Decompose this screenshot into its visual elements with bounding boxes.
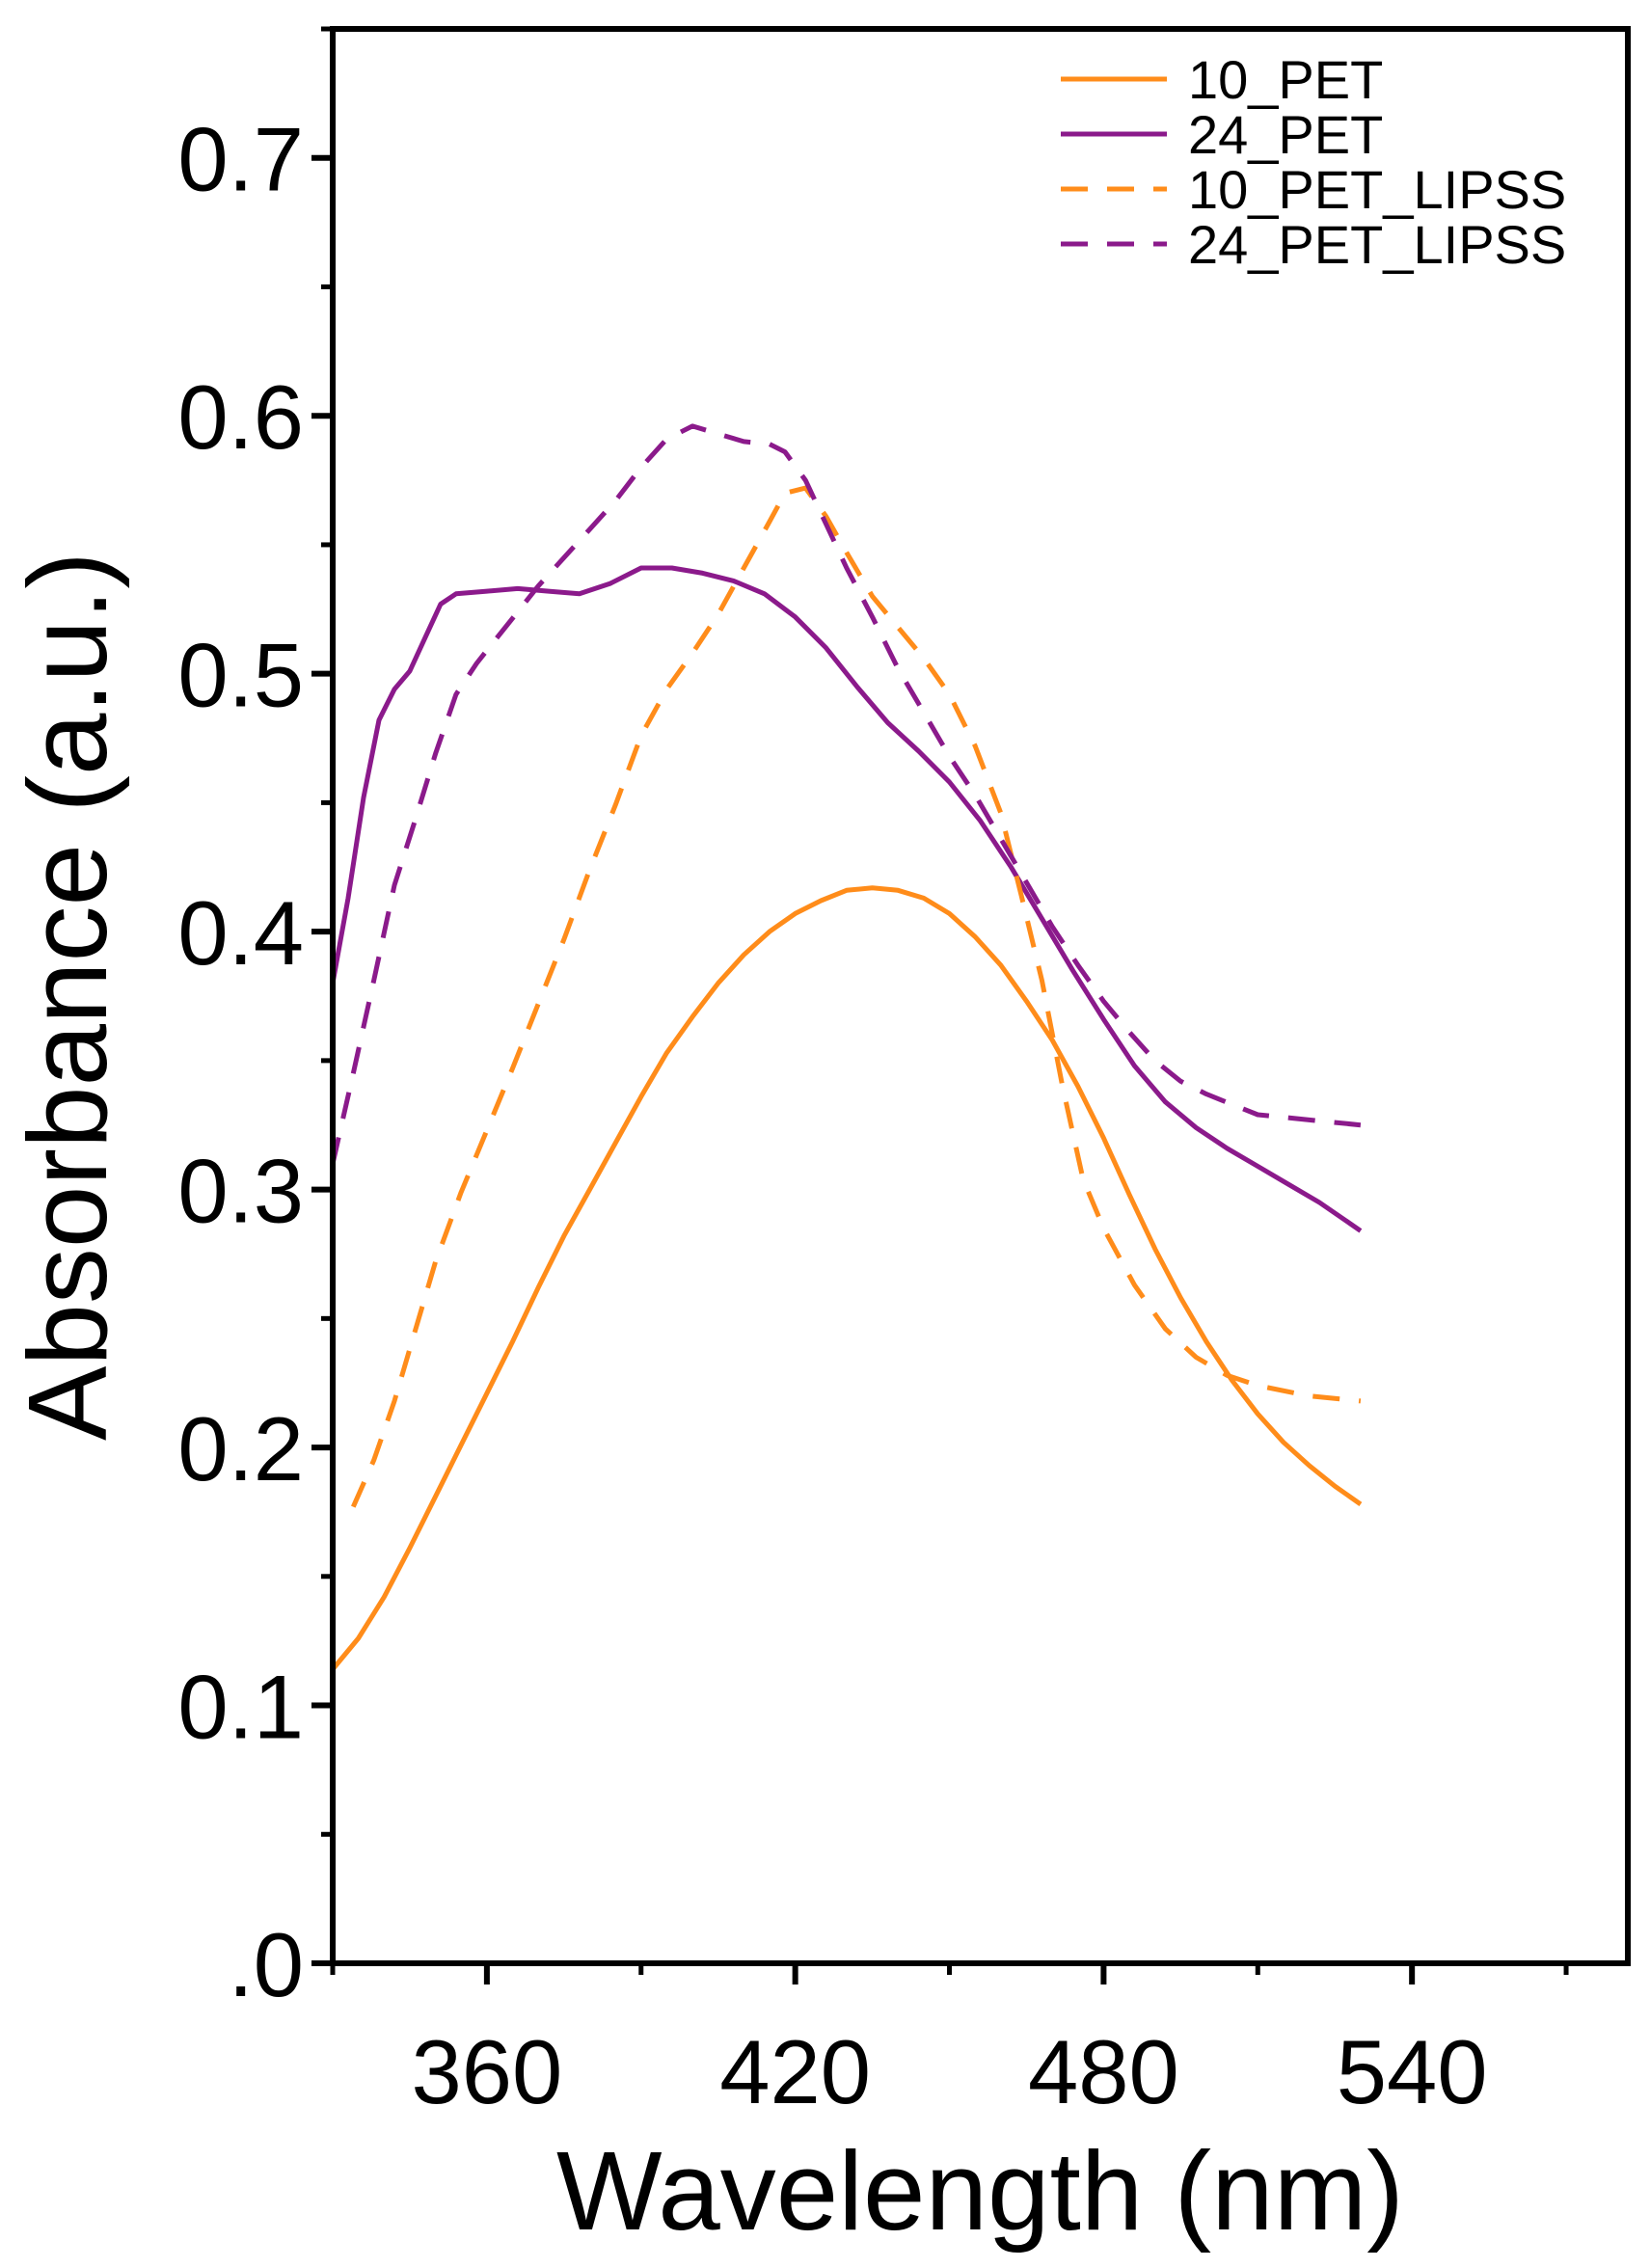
y-tick-label: 0.7	[177, 109, 304, 210]
series-line-10-pet-lipss	[351, 485, 1362, 1508]
legend-label: 10_PET_LIPSS	[1188, 159, 1566, 220]
y-tick-label: 0.4	[177, 882, 304, 984]
legend-label: 10_PET	[1188, 49, 1383, 110]
x-tick-label: 540	[1337, 2021, 1488, 2122]
y-tick-label: .0	[229, 1914, 304, 2015]
x-axis-title: Wavelength (nm)	[556, 2128, 1404, 2254]
series-line-10-pet	[331, 885, 1363, 1671]
y-tick-label: 0.3	[177, 1141, 304, 1242]
plot-frame	[330, 26, 1631, 1966]
ticks-layer	[311, 26, 1569, 1984]
series-line-24-pet-lipss	[330, 423, 1362, 1165]
y-axis-title: Absorbance (a.u.)	[5, 552, 130, 1441]
legend-label: 24_PET	[1188, 104, 1383, 165]
x-tick-label: 480	[1028, 2021, 1179, 2122]
series-layer	[330, 423, 1363, 1671]
y-tick-label: 0.6	[177, 366, 304, 468]
y-tick-label: 0.5	[177, 625, 304, 726]
x-tick-label: 420	[719, 2021, 871, 2122]
series-line-24-pet	[330, 565, 1363, 1233]
legend-label: 24_PET_LIPSS	[1188, 214, 1566, 275]
labels-layer: 360 420 480 540 .0 0.1 0.2 0.3 0.4 0.5 0.6 0.7	[177, 109, 1487, 2122]
x-tick-label: 360	[411, 2021, 562, 2122]
y-tick-label: 0.1	[177, 1657, 304, 1758]
y-tick-label: 0.2	[177, 1398, 304, 1499]
